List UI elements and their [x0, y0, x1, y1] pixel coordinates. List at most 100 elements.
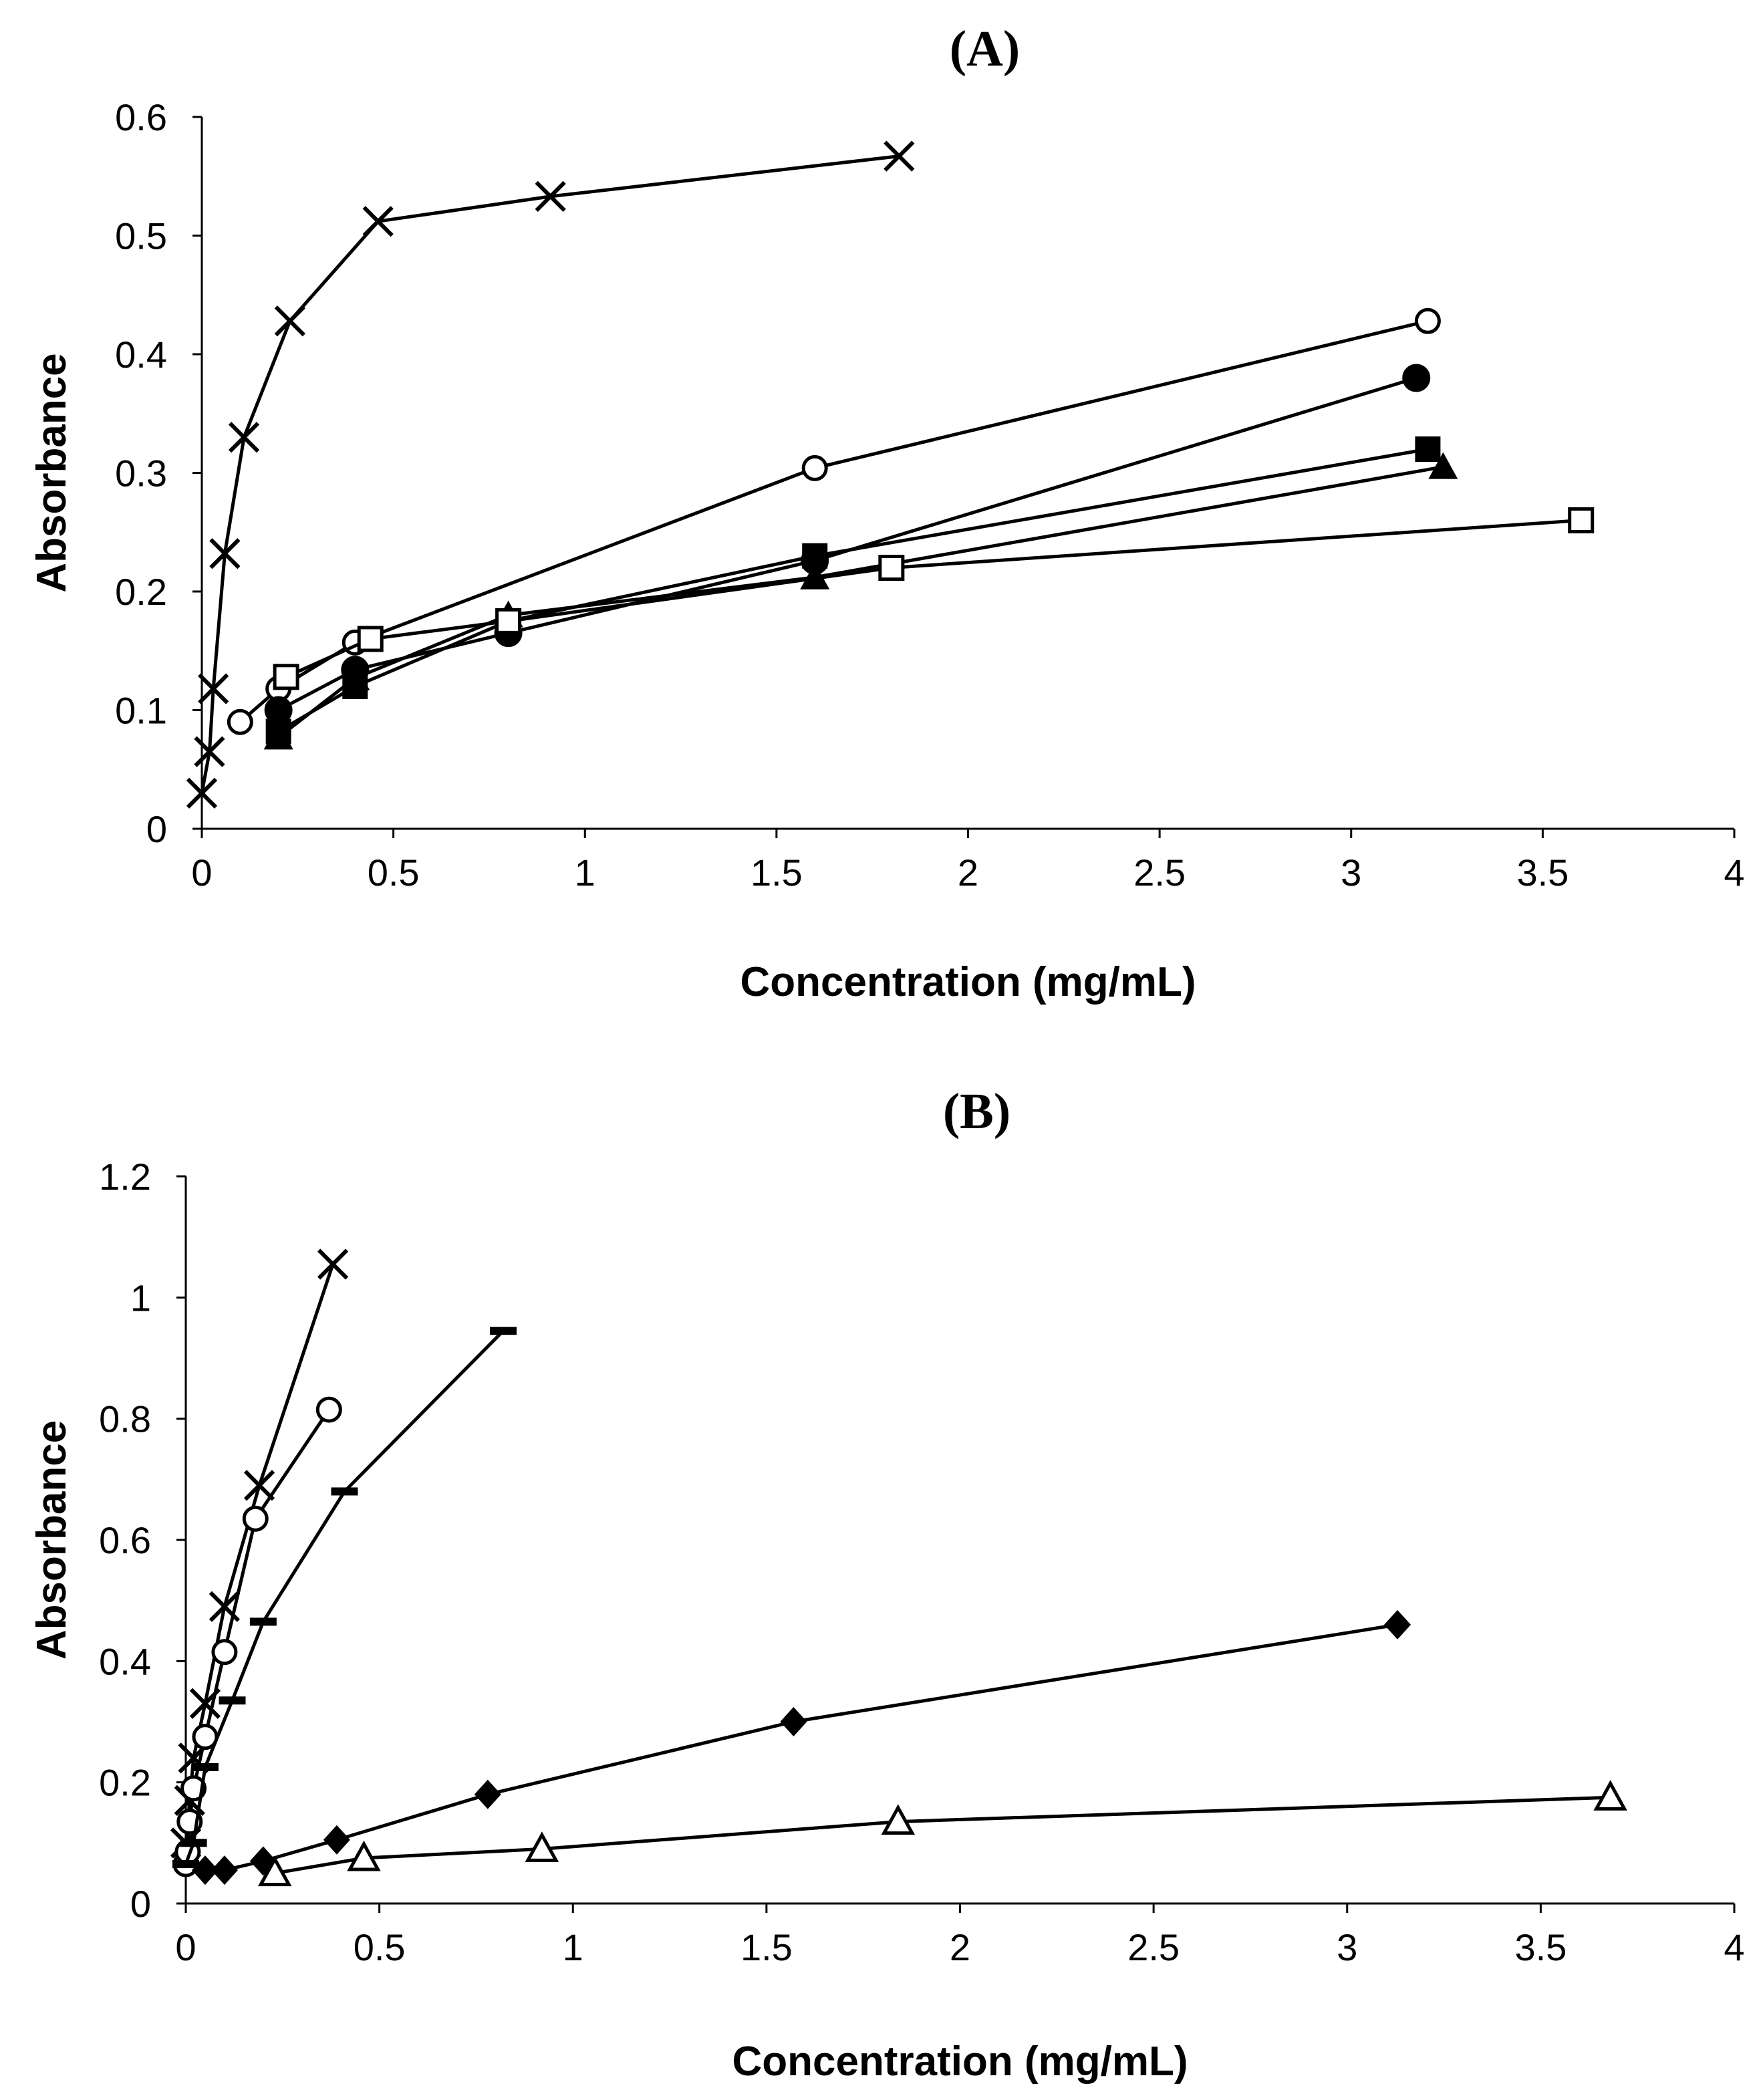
data-point-dash	[489, 1327, 517, 1335]
data-point-cross	[317, 1249, 349, 1280]
x-axis-title: Concentration (mg/mL)	[732, 2039, 1188, 2085]
data-point-open-square	[495, 608, 522, 634]
chart-title: (A)	[950, 21, 1021, 77]
x-tick-label: 1.5	[740, 1926, 793, 1968]
x-tick-label: 1	[575, 851, 595, 894]
series-line-filled-square	[277, 447, 1428, 733]
series-open-triangle	[257, 1780, 1627, 1887]
y-tick-label: 1	[130, 1277, 151, 1319]
x-tick-label: 2.5	[1127, 1926, 1180, 1968]
x-tick-label: 4	[1724, 851, 1744, 894]
x-tick-label: 1.5	[751, 851, 803, 894]
data-point-dash	[331, 1487, 358, 1496]
x-tick-label: 2	[950, 1926, 970, 1968]
data-point-cross	[362, 206, 394, 237]
data-point-open-square	[357, 626, 384, 652]
data-point-cross	[228, 422, 260, 453]
x-tick-label: 4	[1724, 1926, 1744, 1968]
data-point-filled-triangle	[340, 663, 370, 690]
x-tick-label: 3	[1337, 1926, 1357, 1968]
y-axis-title: Absorbance	[29, 1420, 75, 1660]
data-point-filled-diamond	[780, 1707, 807, 1736]
data-point-dash	[180, 1839, 207, 1847]
data-point-cross	[884, 140, 915, 172]
series-line-open-square	[285, 519, 1581, 679]
y-tick-label: 0.1	[115, 690, 167, 732]
data-point-open-circle	[315, 1396, 342, 1423]
series-filled-diamond	[191, 1609, 1411, 1885]
data-point-open-triangle	[525, 1831, 559, 1862]
series-open-circle	[227, 307, 1441, 735]
y-tick-label: 0.8	[99, 1398, 151, 1440]
data-point-cross	[209, 538, 241, 569]
y-tick-label: 0.5	[115, 215, 167, 257]
y-tick-label: 1.2	[99, 1156, 151, 1198]
data-point-filled-triangle	[800, 562, 830, 589]
data-point-filled-triangle	[263, 723, 293, 750]
data-point-cross	[186, 777, 218, 809]
data-point-dash	[219, 1696, 246, 1705]
y-tick-label: 0.4	[115, 334, 167, 376]
y-tick-label: 0.4	[99, 1640, 151, 1682]
data-point-cross	[535, 180, 566, 213]
series-filled-square	[265, 436, 1441, 745]
x-tick-label: 0	[175, 1926, 196, 1968]
data-point-dash	[191, 1763, 219, 1771]
series-cross	[186, 140, 915, 809]
data-point-dash	[249, 1617, 277, 1626]
x-tick-label: 2.5	[1133, 851, 1186, 894]
data-point-cross	[198, 673, 229, 704]
data-point-filled-square	[1415, 436, 1441, 462]
data-point-open-square	[878, 555, 905, 581]
y-tick-label: 0	[130, 1883, 151, 1925]
series-line-cross	[184, 1263, 335, 1843]
data-point-filled-diamond	[1384, 1609, 1411, 1639]
chart-panel-a: (A) 0 0.1 0.2 0.3 0.4 0.5 0.6 0 0.5 1 1.5 2 2.5 3 3.5 4 C…	[29, 21, 1745, 1005]
series-line-filled-triangle	[277, 465, 1444, 739]
chart-title: (B)	[943, 1083, 1010, 1140]
data-point-open-circle	[211, 1639, 238, 1666]
data-point-open-circle	[801, 454, 828, 481]
data-point-filled-diamond	[323, 1825, 350, 1855]
x-tick-label: 3.5	[1516, 851, 1569, 894]
y-tick-label: 0.2	[115, 571, 167, 613]
series-filled-triangle	[263, 452, 1458, 750]
data-point-open-circle	[242, 1505, 269, 1532]
x-tick-label: 0.5	[354, 1926, 406, 1968]
series-line-open-circle	[239, 319, 1428, 724]
data-point-filled-diamond	[191, 1855, 219, 1885]
x-tick-label: 0	[191, 851, 212, 894]
data-point-open-square	[273, 664, 299, 690]
data-point-open-triangle	[1593, 1780, 1627, 1811]
series-dash	[172, 1327, 517, 1869]
x-axis-title: Concentration (mg/mL)	[740, 959, 1196, 1005]
chart-panel-b: (B) 0 0.2 0.4 0.6 0.8 1 1.2 0 0.5 1 1.5 2 2.5 3 3.5 4 Con…	[29, 1083, 1745, 2085]
x-tick-label: 1	[563, 1926, 583, 1968]
data-point-open-circle	[180, 1775, 207, 1802]
data-point-dash	[172, 1860, 199, 1869]
y-tick-label: 0.3	[115, 452, 167, 495]
data-point-filled-diamond	[474, 1779, 501, 1809]
data-point-filled-circle	[1402, 364, 1431, 392]
x-tick-label: 3.5	[1514, 1926, 1567, 1968]
y-axis-title: Absorbance	[29, 353, 75, 592]
x-tick-label: 0.5	[368, 851, 420, 894]
data-point-open-circle	[1414, 307, 1441, 334]
y-tick-label: 0.6	[99, 1519, 151, 1561]
data-point-filled-triangle	[1428, 452, 1458, 479]
data-point-open-circle	[227, 708, 253, 735]
data-point-open-triangle	[257, 1855, 292, 1887]
data-point-cross	[243, 1470, 275, 1501]
data-point-open-triangle	[881, 1804, 916, 1835]
series-open-square	[273, 507, 1595, 690]
data-point-filled-diamond	[211, 1855, 238, 1885]
data-point-cross	[194, 736, 225, 767]
series-line-open-triangle	[274, 1795, 1611, 1875]
data-point-open-square	[1568, 507, 1595, 533]
data-point-cross	[274, 305, 305, 337]
y-tick-label: 0.2	[99, 1762, 151, 1804]
x-tick-label: 3	[1341, 851, 1361, 894]
y-tick-label: 0	[146, 808, 167, 850]
series-line-filled-diamond	[205, 1623, 1398, 1872]
